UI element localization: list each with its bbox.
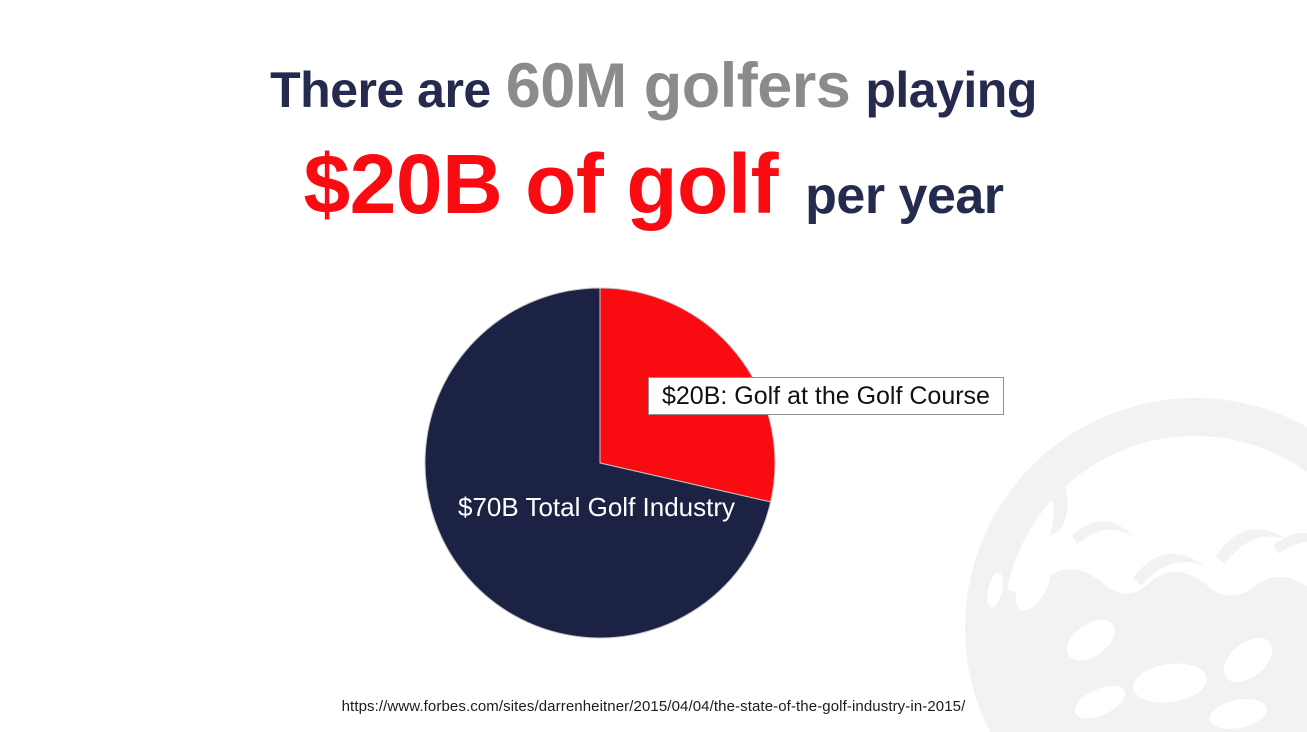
pie-chart-svg (424, 287, 776, 639)
golf-ball-dimple (1133, 663, 1207, 703)
headline-line2-emphasis: $20B of golf (303, 137, 779, 231)
golf-ball-dimple (1067, 619, 1115, 661)
headline-line-1: There are 60M golfers playing (0, 0, 1307, 118)
pie-slice-1 (424, 287, 772, 639)
headline-line1-lead: There are (270, 62, 491, 118)
golf-ball-watermark-icon (965, 398, 1307, 732)
headline: There are 60M golfers playing $20B of go… (0, 0, 1307, 227)
golf-ball-dimple (1132, 553, 1205, 587)
golf-ball-dimple (1074, 685, 1126, 719)
golf-ball-dimple (1015, 563, 1051, 611)
pie-chart: $70B Total Golf Industry (424, 287, 776, 639)
pie-callout-label: $20B: Golf at the Golf Course (648, 377, 1004, 415)
golf-ball-dimple (1215, 529, 1287, 564)
golf-ball-dimple (1223, 637, 1273, 683)
pie-slice-label-total: $70B Total Golf Industry (458, 492, 736, 522)
source-url: https://www.forbes.com/sites/darrenheitn… (341, 698, 966, 715)
headline-line2-tail: per year (805, 167, 1004, 225)
golf-ball-lower-half (1002, 569, 1307, 732)
golf-ball-dimple (1209, 699, 1267, 729)
headline-line1-emphasis: 60M golfers (505, 51, 851, 121)
golf-ball-ring (965, 398, 1307, 732)
golf-ball-interior (1002, 470, 1307, 732)
golf-ball-dimple (1071, 521, 1133, 544)
golf-ball-dimple (987, 572, 1003, 608)
golf-ball-dimple (1273, 532, 1307, 554)
headline-line-2: $20B of golf per year (0, 142, 1307, 226)
headline-line1-tail: playing (865, 62, 1037, 118)
